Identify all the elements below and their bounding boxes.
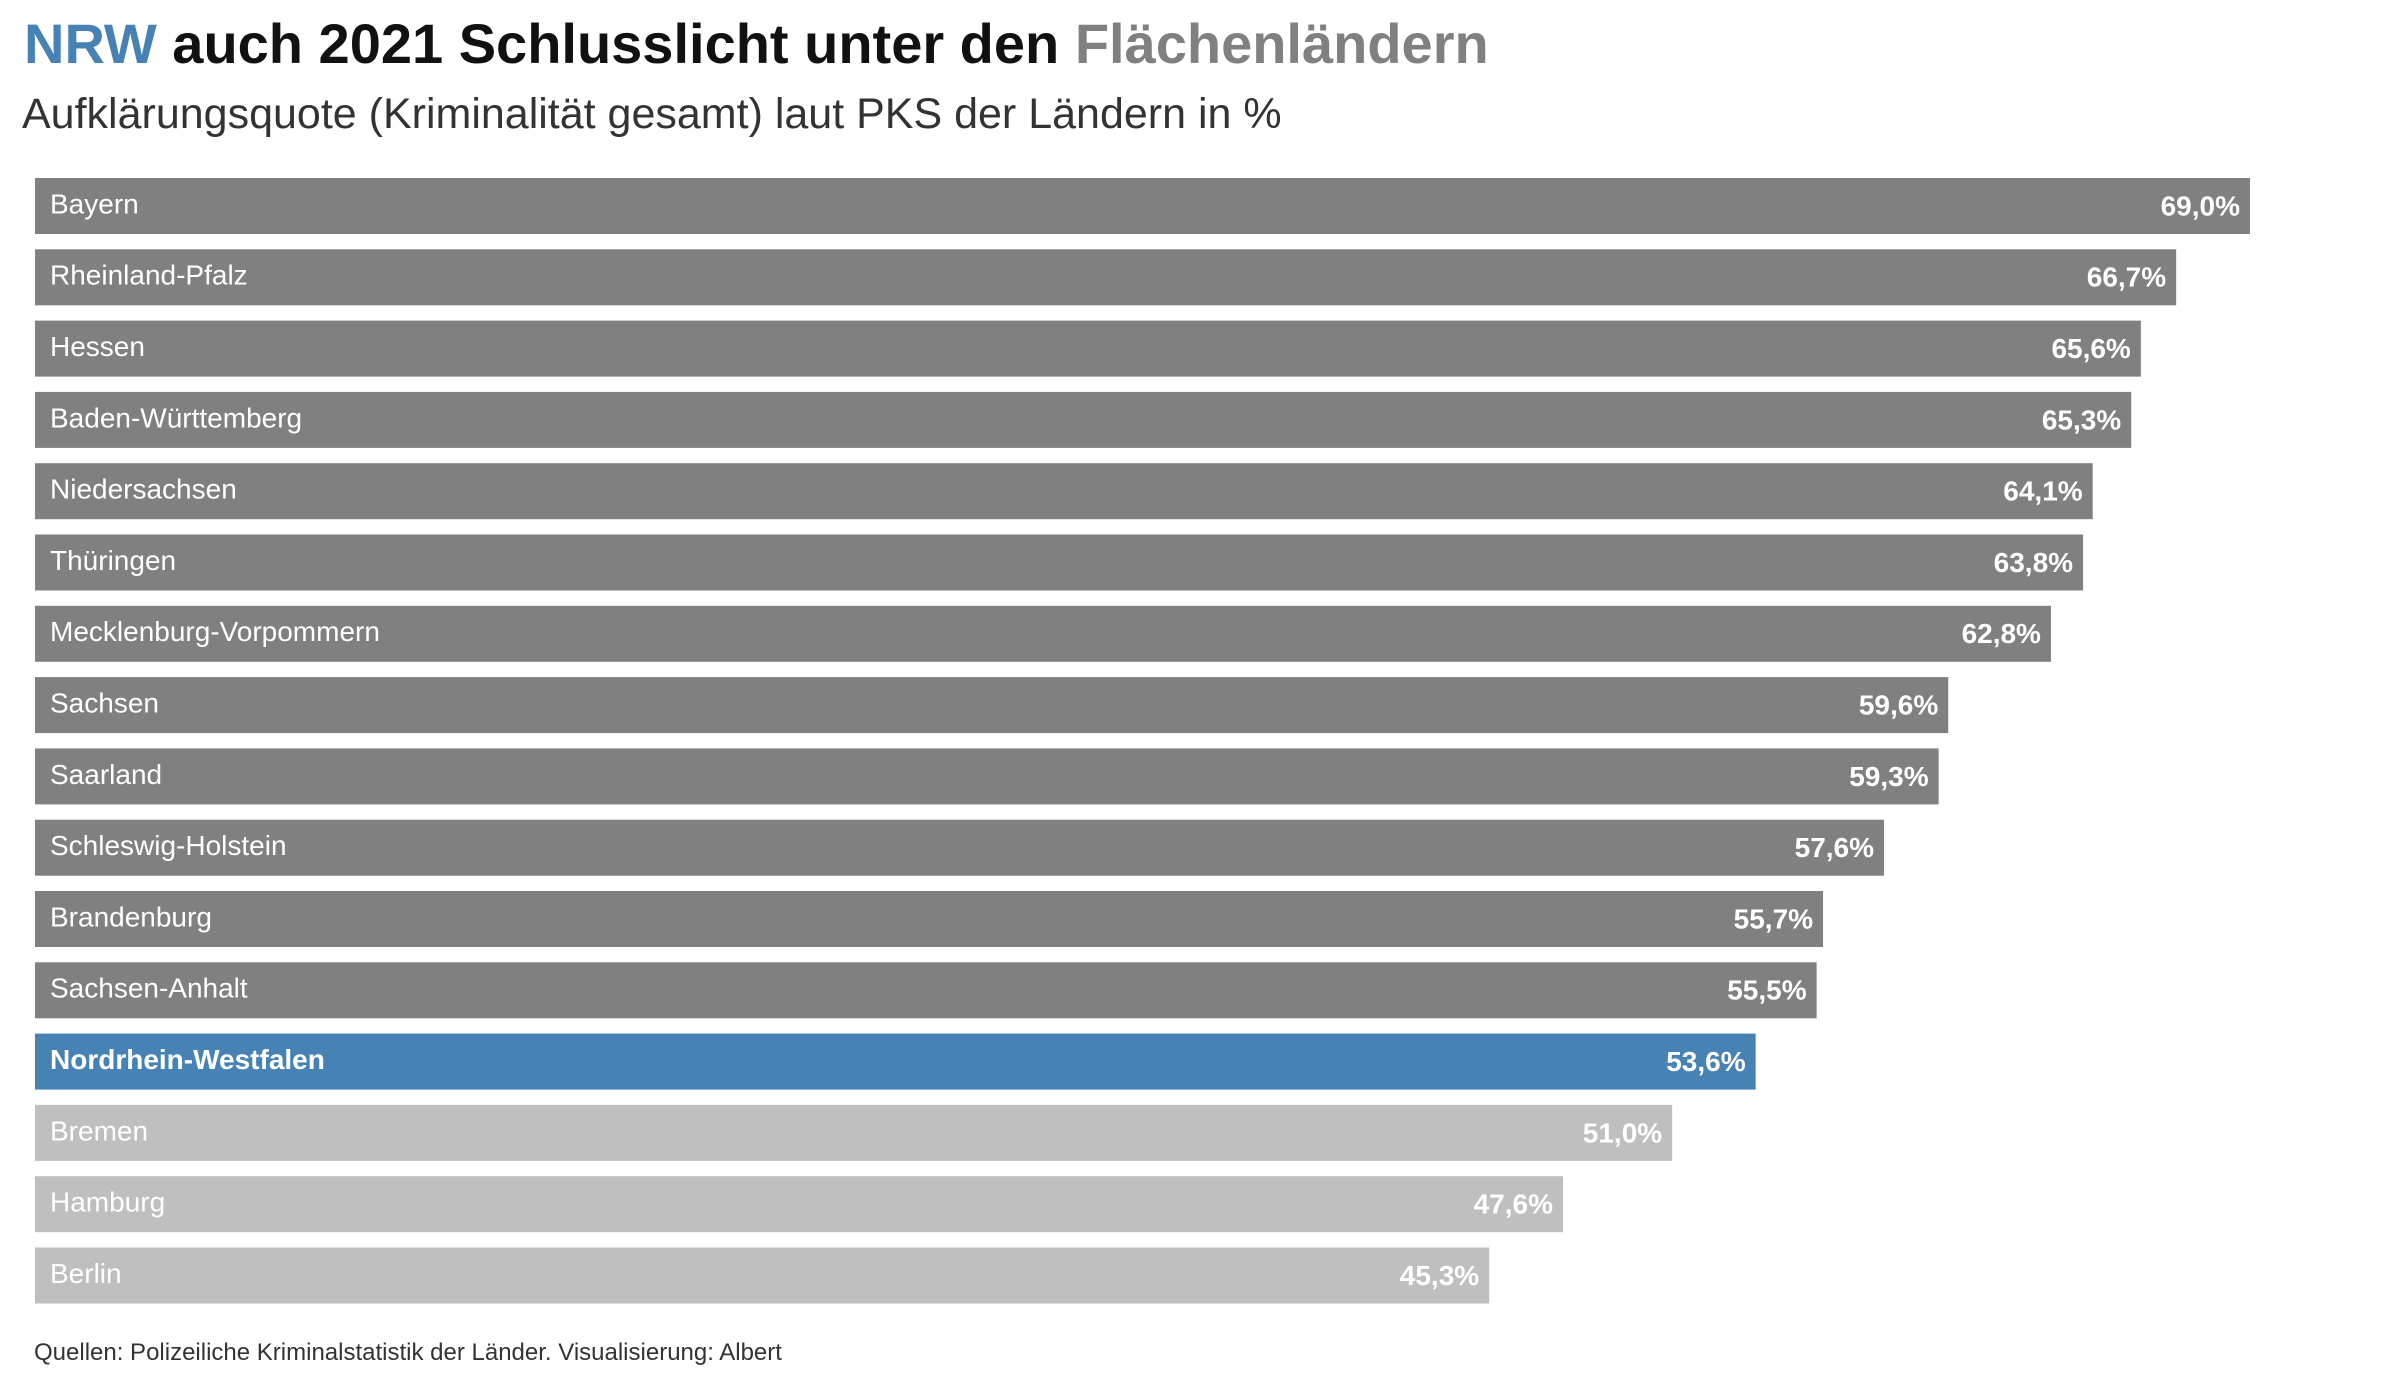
bar-row-schleswig-holstein: Schleswig-Holstein 57,6% (35, 819, 1885, 876)
bar-row-berlin: Berlin 45,3% (35, 1247, 1490, 1304)
value-label-sachsen: 59,6% (1859, 689, 1938, 720)
bar-mecklenburg-vorpommern (35, 605, 2051, 662)
value-label-brandenburg: 55,7% (1734, 903, 1813, 934)
bar-bremen (35, 1104, 1673, 1161)
bar-nordrhein-westfalen (35, 1033, 1756, 1090)
bar-berlin (35, 1247, 1490, 1304)
bar-row-niedersachsen: Niedersachsen 64,1% (35, 463, 2093, 520)
bar-row-rheinland-pfalz: Rheinland-Pfalz 66,7% (35, 249, 2177, 306)
bar-row-baden-wuerttemberg: Baden-Württemberg 65,3% (35, 391, 2132, 448)
bar-brandenburg (35, 891, 1824, 947)
bar-row-thueringen: Thüringen 63,8% (35, 534, 2084, 591)
value-label-bremen: 51,0% (1583, 1117, 1662, 1148)
category-label-mecklenburg-vorpommern: Mecklenburg-Vorpommern (50, 616, 380, 647)
category-label-bayern: Bayern (50, 188, 139, 219)
bar-sachsen (35, 677, 1949, 734)
bar-rheinland-pfalz (35, 249, 2177, 306)
category-label-sachsen-anhalt: Sachsen-Anhalt (50, 973, 248, 1004)
value-label-saarland: 59,3% (1849, 761, 1928, 792)
value-label-berlin: 45,3% (1400, 1260, 1479, 1291)
source-note: Quellen: Polizeiliche Kriminalstatistik … (34, 1339, 782, 1366)
bar-row-nordrhein-westfalen: Nordrhein-Westfalen 53,6% (35, 1033, 1756, 1090)
title-middle: auch 2021 Schlusslicht unter den (156, 12, 1075, 75)
category-label-brandenburg: Brandenburg (50, 901, 212, 932)
title-highlight-nrw: NRW (24, 12, 157, 75)
bar-row-sachsen: Sachsen 59,6% (35, 677, 1949, 734)
value-label-baden-wuerttemberg: 65,3% (2042, 404, 2121, 435)
category-label-thueringen: Thüringen (50, 545, 176, 576)
category-label-schleswig-holstein: Schleswig-Holstein (50, 830, 287, 861)
value-label-hamburg: 47,6% (1474, 1189, 1553, 1220)
bar-baden-wuerttemberg (35, 391, 2132, 448)
value-label-niedersachsen: 64,1% (2003, 476, 2082, 507)
category-label-bremen: Bremen (50, 1115, 148, 1146)
category-label-saarland: Saarland (50, 759, 162, 790)
category-label-niedersachsen: Niedersachsen (50, 474, 237, 505)
value-label-rheinland-pfalz: 66,7% (2087, 262, 2166, 293)
value-label-mecklenburg-vorpommern: 62,8% (1962, 618, 2041, 649)
value-label-schleswig-holstein: 57,6% (1795, 832, 1874, 863)
bar-schleswig-holstein (35, 819, 1885, 876)
category-label-sachsen: Sachsen (50, 687, 159, 718)
bar-row-hamburg: Hamburg 47,6% (35, 1176, 1564, 1233)
category-label-baden-wuerttemberg: Baden-Württemberg (50, 402, 302, 433)
bar-row-sachsen-anhalt: Sachsen-Anhalt 55,5% (35, 962, 1817, 1019)
bar-row-bremen: Bremen 51,0% (35, 1104, 1673, 1161)
category-label-hessen: Hessen (50, 331, 145, 362)
value-label-bayern: 69,0% (2161, 190, 2240, 221)
bar-hamburg (35, 1176, 1564, 1233)
category-label-nordrhein-westfalen: Nordrhein-Westfalen (50, 1044, 325, 1075)
category-label-hamburg: Hamburg (50, 1187, 165, 1218)
bar-sachsen-anhalt (35, 962, 1817, 1019)
bar-bayern (35, 178, 2250, 234)
bar-hessen (35, 320, 2141, 377)
bar-saarland (35, 748, 1939, 805)
category-label-berlin: Berlin (50, 1258, 122, 1289)
category-label-rheinland-pfalz: Rheinland-Pfalz (50, 260, 248, 291)
bar-row-bayern: Bayern 69,0% (35, 178, 2250, 234)
bar-row-mecklenburg-vorpommern: Mecklenburg-Vorpommern 62,8% (35, 605, 2051, 662)
chart-title: NRW auch 2021 Schlusslicht unter den Flä… (24, 10, 1489, 78)
bar-row-hessen: Hessen 65,6% (35, 320, 2141, 377)
value-label-sachsen-anhalt: 55,5% (1727, 975, 1806, 1006)
bar-niedersachsen (35, 463, 2093, 520)
chart-subtitle: Aufklärungsquote (Kriminalität gesamt) l… (22, 90, 1282, 138)
bar-row-saarland: Saarland 59,3% (35, 748, 1939, 805)
value-label-nordrhein-westfalen: 53,6% (1666, 1046, 1745, 1077)
bar-thueringen (35, 534, 2084, 591)
bar-row-brandenburg: Brandenburg 55,7% (35, 891, 1824, 947)
value-label-hessen: 65,6% (2051, 333, 2130, 364)
value-label-thueringen: 63,8% (1994, 547, 2073, 578)
title-highlight-flaechenlaender: Flächenländern (1074, 12, 1489, 75)
